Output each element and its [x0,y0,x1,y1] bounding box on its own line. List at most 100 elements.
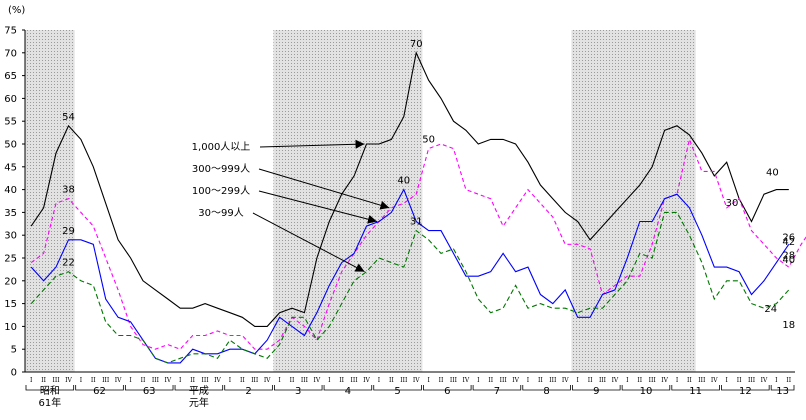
series-line-0 [30,51,789,327]
x-quarter-label: IV [612,377,619,384]
x-quarter-label: IV [314,377,321,384]
x-quarter-label: I [477,377,480,384]
x-quarter-label: III [351,377,359,384]
x-quarter-label: II [737,377,742,384]
x-quarter-label: IV [363,377,370,384]
x-quarter-label: III [649,377,657,384]
x-quarter-label: III [52,377,60,384]
x-quarter-label: I [30,377,33,384]
x-quarter-label: III [400,377,408,384]
data-label: 40 [397,176,410,187]
year-bracket [323,385,373,391]
recession-shading [25,30,75,372]
data-label: 29 [62,226,75,237]
year-bracket [522,385,571,391]
x-quarter-label: II [141,377,146,384]
x-quarter-label: I [726,377,729,384]
year-bracket [25,385,75,391]
x-quarter-label: I [328,377,331,384]
data-label: 42 [782,237,795,248]
year-bracket [472,385,522,391]
x-quarter-label: IV [562,377,569,384]
x-quarter-label: III [301,377,309,384]
year-bracket [423,385,472,391]
data-label: 22 [62,258,75,269]
x-quarter-label: II [389,377,394,384]
y-tick-label: 40 [4,185,17,196]
series-lines [30,51,806,364]
x-quarter-label: IV [711,377,718,384]
annotation-label: 1,000人以上 [192,141,251,153]
y-tick-label: 60 [4,94,17,105]
x-year-label: 4 [345,386,351,397]
y-axis-unit: (%) [8,5,25,16]
y-tick-label: 35 [4,208,17,219]
data-label: 50 [422,135,435,146]
x-year-label-line2: 61年 [38,396,61,409]
x-quarter-label: II [91,377,96,384]
x-year-label: 11 [689,386,702,397]
x-quarter-label: II [439,377,444,384]
x-quarter-label: I [626,377,629,384]
x-year-label: 3 [295,386,301,397]
shaded-periods [25,30,696,372]
x-quarter-label: II [588,377,593,384]
x-quarter-label: IV [463,377,470,384]
y-tick-label: 15 [4,299,17,310]
x-year-label: 8 [543,386,549,397]
x-quarter-label: II [339,377,344,384]
data-label: 18 [782,320,795,331]
x-year-label-line2: 元年 [189,396,209,409]
series-line-3 [30,211,790,364]
x-quarter-label: I [378,377,381,384]
y-tick-label: 65 [4,71,17,82]
year-bracket [770,385,795,391]
x-quarter-label: IV [115,377,122,384]
x-quarter-label: I [427,377,430,384]
x-year-label: 平成 [189,385,209,397]
x-quarter-label: III [500,377,508,384]
year-bracket [572,385,621,391]
data-label: 26 [782,232,795,243]
y-tick-label: 30 [4,231,17,242]
x-quarter-label: IV [761,377,768,384]
x-quarter-label: II [41,377,46,384]
year-bracket [373,385,422,391]
annotation-arrow [258,190,378,224]
x-quarter-label: II [240,377,245,384]
legend-annotations: 1,000人以上 300～999人 100～299人 30～99人 [192,139,390,273]
x-quarter-label: III [102,377,110,384]
x-quarter-label: III [202,377,210,384]
data-label: 30 [726,198,739,209]
annotation-label: 300～999人 [192,163,250,175]
data-label: 40 [766,168,779,179]
y-tick-label: 25 [4,254,17,265]
y-tick-label: 10 [4,322,17,333]
x-quarter-label: IV [413,377,420,384]
x-quarter-label: I [179,377,182,384]
x-quarter-label: IV [164,377,171,384]
x-quarter-label: II [190,377,195,384]
data-label: 70 [410,39,423,50]
x-quarter-label: III [748,377,756,384]
data-label: 38 [62,185,75,196]
x-quarter-label: III [698,377,706,384]
data-label: 24 [764,304,777,315]
data-label: 40 [782,255,795,266]
y-tick-label: 70 [4,48,17,59]
x-year-label: 62 [93,386,106,397]
x-year-label: 2 [245,386,251,397]
year-bracket [174,385,224,391]
year-bracket [224,385,273,391]
x-year-label: 10 [640,386,653,397]
annotation-label: 30～99人 [198,207,243,219]
x-year-label: 7 [494,386,500,397]
y-tick-label: 20 [4,276,17,287]
x-quarter-label: II [488,377,493,384]
x-quarter-label: I [229,377,232,384]
year-bracket [273,385,323,391]
x-quarter-label: IV [264,377,271,384]
x-quarter-label: I [80,377,83,384]
